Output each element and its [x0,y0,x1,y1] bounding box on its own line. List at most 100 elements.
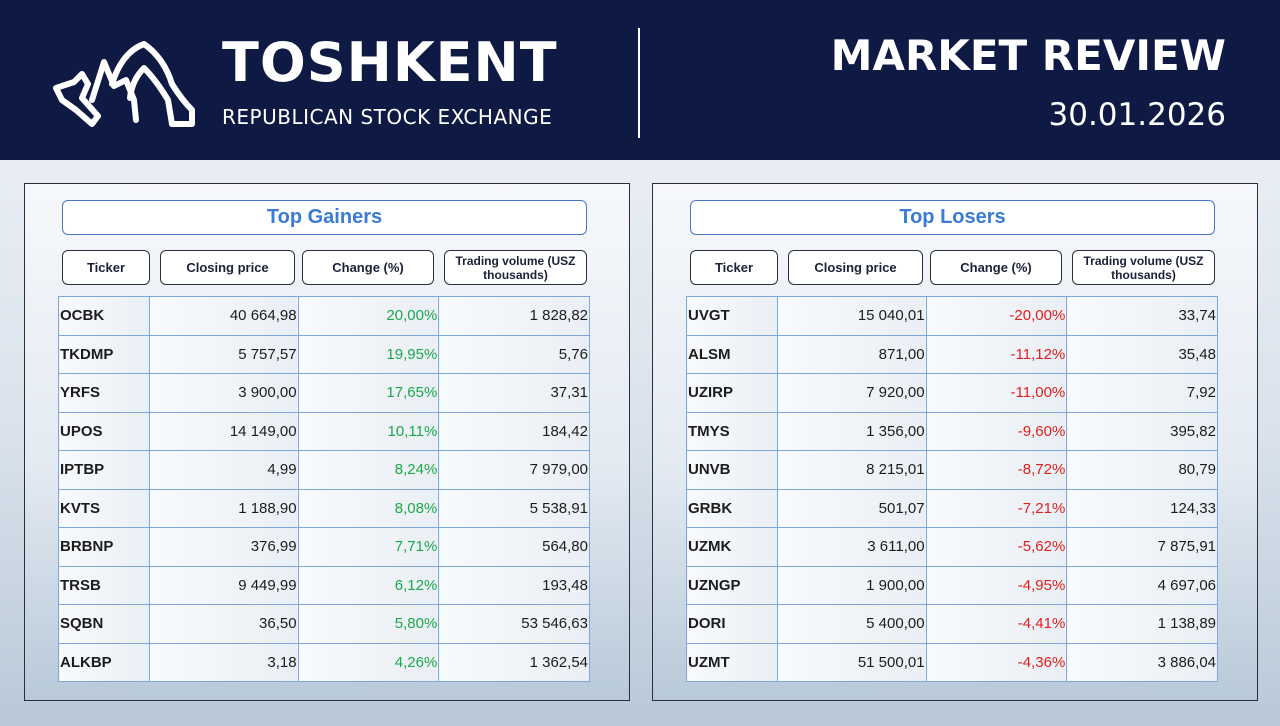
ticker-cell: UZMT [686,642,778,682]
ticker-cell: UZIRP [686,373,778,413]
table-row: KVTS 1 188,90 8,08% 5 538,91 [58,488,590,528]
ticker-cell: SQBN [58,604,150,644]
change-cell: 19,95% [297,334,440,374]
closing-price-cell: 8 215,01 [776,450,927,490]
change-cell: 6,12% [297,565,440,605]
ticker-cell: UZMK [686,527,778,567]
closing-price-cell: 51 500,01 [776,642,927,682]
trading-volume-cell: 53 546,63 [438,604,590,644]
closing-price-cell: 15 040,01 [776,296,927,336]
closing-price-cell: 40 664,98 [148,296,299,336]
trading-volume-cell: 35,48 [1066,334,1218,374]
table-row: UPOS 14 149,00 10,11% 184,42 [58,411,590,451]
change-cell: -9,60% [925,411,1068,451]
ticker-cell: ALKBP [58,642,150,682]
column-header-ticker: Ticker [690,250,778,285]
column-header-closing-price: Closing price [788,250,923,285]
trading-volume-cell: 184,42 [438,411,590,451]
top-losers-rows: UVGT 15 040,01 -20,00% 33,74 ALSM 871,00 -11,1… [686,296,1218,682]
table-row: GRBK 501,07 -7,21% 124,33 [686,488,1218,528]
column-header-trading-volume: Trading volume (USZ thousands) [1072,250,1215,285]
table-row: DORI 5 400,00 -4,41% 1 138,89 [686,604,1218,644]
closing-price-cell: 9 449,99 [148,565,299,605]
ticker-cell: IPTBP [58,450,150,490]
top-losers-title: Top Losers [690,200,1215,235]
trading-volume-cell: 1 138,89 [1066,604,1218,644]
table-row: TKDMP 5 757,57 19,95% 5,76 [58,334,590,374]
top-losers-panel: Top Losers Ticker Closing price Change (… [652,183,1258,701]
change-cell: 10,11% [297,411,440,451]
table-row: TRSB 9 449,99 6,12% 193,48 [58,565,590,605]
ticker-cell: UPOS [58,411,150,451]
ticker-cell: TRSB [58,565,150,605]
change-cell: 7,71% [297,527,440,567]
column-header-trading-volume: Trading volume (USZ thousands) [444,250,587,285]
change-cell: -11,00% [925,373,1068,413]
column-header-change: Change (%) [930,250,1062,285]
column-header-change: Change (%) [302,250,434,285]
trading-volume-cell: 37,31 [438,373,590,413]
closing-price-cell: 3 611,00 [776,527,927,567]
closing-price-cell: 36,50 [148,604,299,644]
table-row: TMYS 1 356,00 -9,60% 395,82 [686,411,1218,451]
change-cell: 17,65% [297,373,440,413]
ticker-cell: UNVB [686,450,778,490]
change-cell: 20,00% [297,296,440,336]
ticker-cell: BRBNP [58,527,150,567]
table-row: IPTBP 4,99 8,24% 7 979,00 [58,450,590,490]
ticker-cell: UVGT [686,296,778,336]
ticker-cell: KVTS [58,488,150,528]
table-row: YRFS 3 900,00 17,65% 37,31 [58,373,590,413]
trading-volume-cell: 33,74 [1066,296,1218,336]
ticker-cell: GRBK [686,488,778,528]
header-banner: TOSHKENT REPUBLICAN STOCK EXCHANGE MARKE… [0,0,1280,160]
review-title: MARKET REVIEW [830,31,1226,80]
trading-volume-cell: 5 538,91 [438,488,590,528]
closing-price-cell: 1 900,00 [776,565,927,605]
closing-price-cell: 501,07 [776,488,927,528]
trading-volume-cell: 1 828,82 [438,296,590,336]
table-row: ALKBP 3,18 4,26% 1 362,54 [58,642,590,682]
ticker-cell: ALSM [686,334,778,374]
table-row: UNVB 8 215,01 -8,72% 80,79 [686,450,1218,490]
trading-volume-cell: 80,79 [1066,450,1218,490]
trading-volume-cell: 395,82 [1066,411,1218,451]
closing-price-cell: 5 400,00 [776,604,927,644]
closing-price-cell: 376,99 [148,527,299,567]
ticker-cell: DORI [686,604,778,644]
table-row: SQBN 36,50 5,80% 53 546,63 [58,604,590,644]
table-row: UZNGP 1 900,00 -4,95% 4 697,06 [686,565,1218,605]
trading-volume-cell: 3 886,04 [1066,642,1218,682]
table-row: UZMT 51 500,01 -4,36% 3 886,04 [686,642,1218,682]
top-gainers-table: OCBK 40 664,98 20,00% 1 828,82 TKDMP 5 757,57… [58,296,590,682]
trading-volume-cell: 193,48 [438,565,590,605]
change-cell: 4,26% [297,642,440,682]
change-cell: -4,36% [925,642,1068,682]
trading-volume-cell: 1 362,54 [438,642,590,682]
table-row: OCBK 40 664,98 20,00% 1 828,82 [58,296,590,336]
change-cell: 8,24% [297,450,440,490]
table-row: UZMK 3 611,00 -5,62% 7 875,91 [686,527,1218,567]
change-cell: -8,72% [925,450,1068,490]
table-row: BRBNP 376,99 7,71% 564,80 [58,527,590,567]
trading-volume-cell: 124,33 [1066,488,1218,528]
closing-price-cell: 5 757,57 [148,334,299,374]
closing-price-cell: 871,00 [776,334,927,374]
trading-volume-cell: 564,80 [438,527,590,567]
top-gainers-panel: Top Gainers Ticker Closing price Change … [24,183,630,701]
column-header-closing-price: Closing price [160,250,295,285]
ticker-cell: TMYS [686,411,778,451]
change-cell: -20,00% [925,296,1068,336]
header-divider [638,28,640,138]
brand-name: TOSHKENT [222,31,558,94]
review-date: 30.01.2026 [1048,97,1227,133]
ticker-cell: UZNGP [686,565,778,605]
trading-volume-cell: 4 697,06 [1066,565,1218,605]
brand-subtitle: REPUBLICAN STOCK EXCHANGE [222,105,553,129]
trading-volume-cell: 5,76 [438,334,590,374]
trading-volume-cell: 7 875,91 [1066,527,1218,567]
trading-volume-cell: 7 979,00 [438,450,590,490]
change-cell: 8,08% [297,488,440,528]
closing-price-cell: 1 356,00 [776,411,927,451]
closing-price-cell: 1 188,90 [148,488,299,528]
